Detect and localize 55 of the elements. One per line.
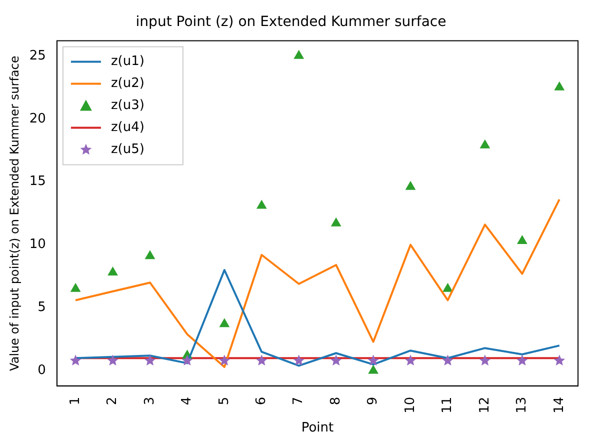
point bbox=[70, 283, 80, 292]
point bbox=[145, 250, 155, 260]
legend-label: z(u5) bbox=[110, 142, 144, 158]
point bbox=[554, 354, 566, 366]
x-axis-title: Point bbox=[301, 420, 334, 436]
x-tick-label: 3 bbox=[142, 396, 158, 406]
x-tick-label: 5 bbox=[216, 396, 232, 406]
x-tick-label: 14 bbox=[552, 396, 567, 414]
point bbox=[479, 354, 491, 366]
point bbox=[256, 200, 266, 209]
point bbox=[517, 236, 528, 244]
chart-title: input Point (z) on Extended Kummer surface bbox=[136, 14, 446, 30]
legend-label: z(u1) bbox=[110, 54, 144, 70]
point bbox=[293, 354, 305, 366]
point bbox=[404, 354, 416, 366]
point bbox=[554, 82, 564, 90]
x-tick-label: 8 bbox=[328, 396, 344, 406]
legend-label: z(u4) bbox=[110, 120, 144, 136]
point bbox=[182, 354, 193, 366]
point bbox=[294, 50, 304, 59]
point bbox=[368, 354, 380, 366]
point bbox=[516, 354, 528, 366]
point bbox=[218, 354, 230, 366]
x-tick-label: 10 bbox=[402, 396, 418, 414]
y-tick-label: 15 bbox=[29, 174, 46, 190]
x-tick-label: 11 bbox=[440, 396, 456, 414]
y-tick-label: 10 bbox=[29, 237, 46, 252]
point bbox=[330, 354, 342, 366]
x-tick-label: 12 bbox=[477, 396, 492, 414]
y-tick-label: 25 bbox=[29, 48, 46, 64]
point bbox=[368, 365, 378, 374]
x-tick-label: 9 bbox=[366, 396, 381, 406]
point bbox=[480, 140, 490, 148]
point bbox=[442, 354, 454, 366]
y-axis-title: Value of input point(z) on Extended Kummer surface bbox=[7, 56, 22, 371]
point bbox=[144, 354, 156, 366]
point bbox=[220, 318, 230, 328]
x-tick-label: 13 bbox=[514, 396, 530, 414]
legend-label: z(u3) bbox=[110, 98, 144, 114]
y-tick-label: 20 bbox=[29, 111, 46, 126]
point bbox=[256, 354, 268, 366]
x-tick-label: 7 bbox=[291, 396, 306, 406]
y-tick-label: 0 bbox=[38, 363, 46, 378]
point bbox=[406, 181, 416, 190]
y-tick-label: 5 bbox=[38, 300, 46, 316]
legend-label: z(u2) bbox=[110, 76, 144, 92]
point bbox=[331, 218, 341, 226]
x-tick-label: 4 bbox=[180, 396, 195, 406]
point bbox=[442, 283, 453, 292]
point bbox=[108, 267, 118, 276]
x-tick-label: 2 bbox=[105, 396, 120, 406]
point bbox=[70, 354, 82, 366]
x-tick-label: 1 bbox=[68, 396, 83, 406]
point bbox=[107, 354, 118, 366]
x-tick-label: 6 bbox=[254, 396, 270, 406]
